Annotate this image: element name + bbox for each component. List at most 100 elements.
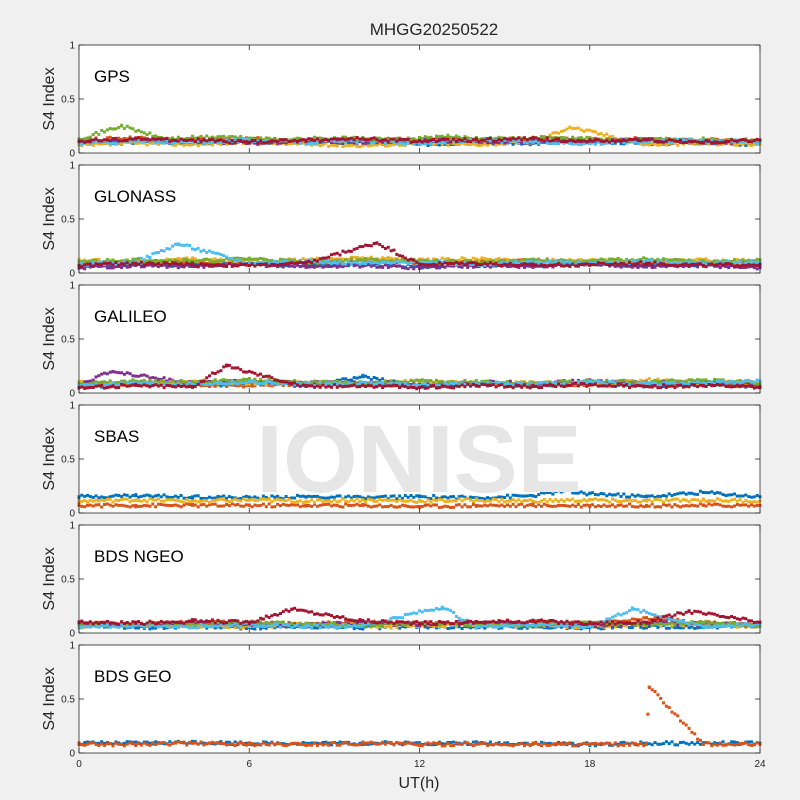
data-point (633, 264, 637, 268)
data-point (154, 134, 158, 138)
data-point (168, 139, 172, 143)
data-point (662, 140, 665, 144)
data-point (545, 260, 549, 264)
data-point (128, 379, 132, 383)
data-point (733, 261, 736, 265)
data-point (619, 265, 623, 269)
data-point (97, 132, 101, 136)
data-point (710, 138, 714, 142)
data-point (227, 139, 231, 143)
data-point (588, 259, 592, 263)
data-point (151, 261, 155, 265)
data-point (364, 374, 368, 378)
data-point (710, 141, 714, 145)
data-point (548, 259, 552, 263)
data-point (88, 384, 92, 387)
data-point (321, 261, 325, 265)
data-point (293, 384, 297, 388)
data-point (310, 137, 314, 141)
data-point (565, 140, 569, 143)
data-point (545, 136, 549, 140)
data-point (128, 263, 132, 267)
data-point (593, 138, 597, 141)
data-point (690, 142, 694, 146)
data-point (165, 265, 169, 269)
data-point (735, 258, 739, 262)
data-point (375, 257, 379, 261)
data-point (432, 262, 436, 266)
data-point (503, 262, 507, 266)
data-point (565, 137, 569, 141)
data-point (225, 255, 229, 259)
data-point (676, 140, 680, 143)
data-point (483, 138, 487, 142)
data-point (176, 135, 180, 139)
data-point (193, 260, 197, 264)
data-point (233, 137, 237, 141)
data-point (324, 382, 328, 386)
data-point (142, 258, 146, 262)
data-point (253, 261, 257, 265)
data-point (225, 384, 229, 388)
data-point (713, 137, 717, 141)
data-point (352, 141, 356, 145)
data-point (576, 142, 580, 146)
data-point (344, 377, 348, 381)
data-point (429, 140, 433, 144)
data-point (313, 384, 316, 388)
data-point (301, 141, 305, 145)
data-point (349, 259, 353, 262)
data-point (310, 263, 314, 267)
data-point (531, 260, 535, 264)
data-point (704, 262, 708, 266)
data-point (412, 379, 416, 383)
data-point (253, 139, 257, 142)
data-point (97, 381, 101, 385)
data-point (128, 372, 132, 376)
data-point (701, 261, 705, 265)
data-point (639, 260, 643, 264)
data-point (375, 136, 379, 140)
data-point (225, 138, 229, 142)
data-point (659, 379, 663, 383)
data-point (673, 259, 677, 263)
data-point (117, 259, 121, 263)
data-point (205, 251, 209, 254)
data-point (293, 259, 297, 263)
data-point (120, 124, 124, 128)
data-point (375, 138, 379, 142)
data-point (156, 262, 160, 265)
data-point (199, 384, 203, 388)
data-point (639, 378, 643, 382)
data-point (307, 139, 311, 143)
data-point (500, 264, 504, 268)
data-point (330, 262, 333, 265)
data-point (330, 253, 333, 257)
data-point (131, 139, 135, 143)
data-point (125, 381, 129, 384)
data-point (296, 380, 299, 384)
data-point (488, 259, 492, 263)
data-point (80, 263, 84, 267)
data-point (755, 142, 759, 146)
data-point (125, 139, 129, 143)
data-point (111, 263, 115, 267)
data-point (426, 138, 430, 142)
data-point (596, 382, 600, 386)
data-point (364, 257, 368, 261)
data-point (676, 379, 680, 383)
data-point (409, 265, 413, 269)
data-point (710, 137, 714, 140)
data-point (639, 264, 643, 268)
data-point (137, 141, 141, 145)
data-point (752, 259, 756, 263)
data-point (88, 382, 92, 386)
data-point (542, 139, 546, 143)
data-point (684, 380, 688, 384)
data-point (457, 138, 461, 142)
data-point (259, 141, 263, 145)
data-point (517, 262, 521, 266)
data-point (676, 138, 680, 141)
data-point (579, 128, 583, 132)
